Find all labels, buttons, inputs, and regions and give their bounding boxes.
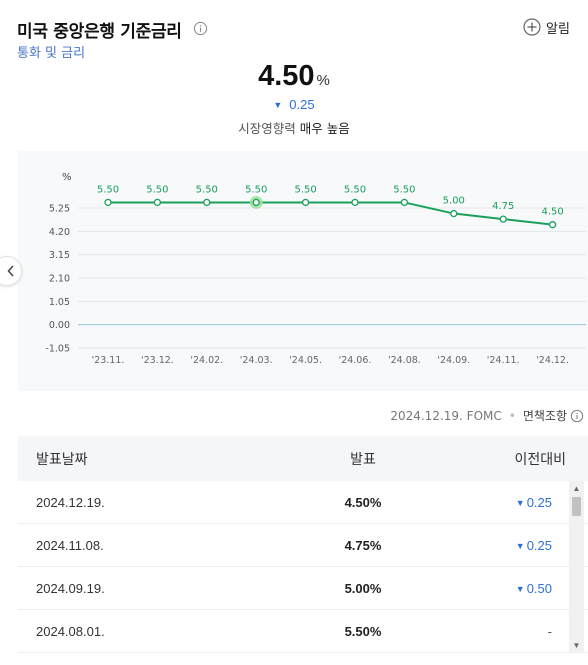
data-point [203, 198, 211, 207]
y-tick-label: 2.10 [49, 274, 70, 285]
data-label: 5.50 [97, 184, 119, 195]
down-arrow-icon: ▼ [273, 100, 283, 110]
row-value: 5.50% [344, 623, 382, 639]
data-label: 5.50 [245, 184, 267, 195]
table-header: 발표날짜 발표 이전대비 [18, 436, 588, 481]
current-value-number: 4.50 [258, 60, 315, 92]
scrollbar[interactable]: ▲ ▼ [569, 481, 584, 652]
data-point [104, 198, 112, 207]
column-header-date: 발표날짜 [36, 451, 88, 468]
x-tick-label: '24.11. [487, 355, 520, 366]
current-value-unit: % [316, 72, 330, 89]
series-line [108, 201, 553, 226]
table-row: 2024.08.01. 5.50% - [18, 610, 588, 653]
separator-dot: • [508, 408, 516, 423]
data-label: 5.00 [443, 196, 465, 207]
rate-chart[interactable]: % 5.25 4.20 3.15 2.10 1.05 0.00 -1.05 '23.11. '23… [18, 151, 588, 391]
y-tick-label: 5.25 [49, 204, 70, 215]
row-date: 2024.12.19. [36, 494, 105, 510]
x-tick-label: '24.09. [437, 355, 470, 366]
y-tick-label: 1.05 [49, 297, 70, 308]
category-subtitle[interactable]: 통화 및 금리 [17, 46, 86, 61]
row-change: ▼ 0.25 [515, 494, 552, 510]
data-point [450, 209, 458, 218]
scroll-down-arrow-icon[interactable]: ▼ [572, 640, 581, 650]
data-point [351, 198, 359, 207]
scroll-up-arrow-icon[interactable]: ▲ [572, 483, 581, 493]
influence-value: 매우 높음 [299, 121, 350, 136]
row-date: 2024.09.19. [36, 580, 105, 596]
data-label: 4.75 [492, 201, 514, 212]
data-point [252, 198, 260, 207]
scrollbar-thumb[interactable] [572, 497, 581, 516]
rate-chart-svg: % 5.25 4.20 3.15 2.10 1.05 0.00 -1.05 '23.11. '23… [45, 172, 586, 366]
data-point [499, 215, 507, 223]
info-icon[interactable] [193, 21, 208, 36]
table-row: 2024.09.19. 5.00% ▼ 0.50 [18, 567, 588, 610]
change-value: 0.25 [289, 97, 315, 112]
y-tick-label: 4.20 [49, 227, 70, 238]
history-table: 발표날짜 발표 이전대비 2024.12.19. 4.50% ▼ 0.25 202… [18, 436, 588, 653]
alarm-label: 알림 [546, 21, 570, 37]
row-value: 4.50% [344, 494, 382, 510]
x-tick-label: '24.12. [536, 355, 569, 366]
page-title: 미국 중앙은행 기준금리 [17, 22, 182, 42]
chevron-left-icon [7, 265, 14, 277]
data-point [301, 198, 310, 207]
x-tick-label: '24.03. [240, 355, 273, 366]
data-label: 5.50 [393, 184, 415, 195]
row-date: 2024.08.01. [36, 623, 105, 639]
source-date: 2024.12.19. FOMC [390, 408, 502, 423]
row-date: 2024.11.08. [36, 537, 104, 553]
x-tick-label: '24.06. [339, 355, 372, 366]
data-label: 5.50 [146, 184, 168, 195]
table-row: 2024.11.08. 4.75% ▼ 0.25 [18, 524, 588, 567]
info-icon[interactable] [570, 409, 584, 423]
data-label: 5.50 [196, 184, 218, 195]
row-value: 4.75% [344, 537, 382, 553]
data-point [400, 198, 409, 207]
y-tick-label: 3.15 [49, 250, 70, 261]
data-label: 5.50 [294, 184, 316, 195]
change-indicator: ▼ 0.25 [0, 97, 588, 112]
y-tick-label: -1.05 [45, 344, 70, 355]
down-arrow-icon: ▼ [515, 583, 525, 594]
plus-circle-icon [523, 18, 541, 36]
table-row: 2024.12.19. 4.50% ▼ 0.25 [18, 481, 588, 524]
row-change: ▼ 0.50 [515, 580, 552, 596]
x-tick-label: '24.05. [289, 355, 322, 366]
source-info: 2024.12.19. FOMC • 면책조항 [390, 407, 584, 424]
column-header-value: 발표 [350, 451, 376, 468]
data-label: 5.50 [344, 184, 366, 195]
x-tick-label: '23.11. [92, 355, 125, 366]
influence-label: 시장영향력 [238, 121, 296, 136]
row-change: ▼ 0.25 [515, 537, 552, 553]
column-header-change: 이전대비 [514, 451, 566, 468]
down-arrow-icon: ▼ [515, 497, 525, 508]
market-influence: 시장영향력 매우 높음 [0, 118, 588, 137]
disclaimer-link[interactable]: 면책조항 [522, 409, 567, 423]
row-value: 5.00% [344, 580, 382, 596]
data-label: 4.50 [541, 207, 563, 218]
x-tick-label: '23.12. [141, 355, 174, 366]
row-change: - [547, 623, 552, 639]
alarm-button[interactable]: 알림 [523, 17, 570, 37]
x-tick-label: '24.02. [190, 355, 223, 366]
data-point [548, 221, 557, 229]
data-point [153, 198, 162, 207]
current-value: 4.50% [0, 60, 588, 93]
x-tick-label: '24.08. [388, 355, 421, 366]
down-arrow-icon: ▼ [515, 540, 525, 551]
y-axis-unit: % [62, 172, 72, 183]
y-tick-label: 0.00 [49, 320, 70, 331]
